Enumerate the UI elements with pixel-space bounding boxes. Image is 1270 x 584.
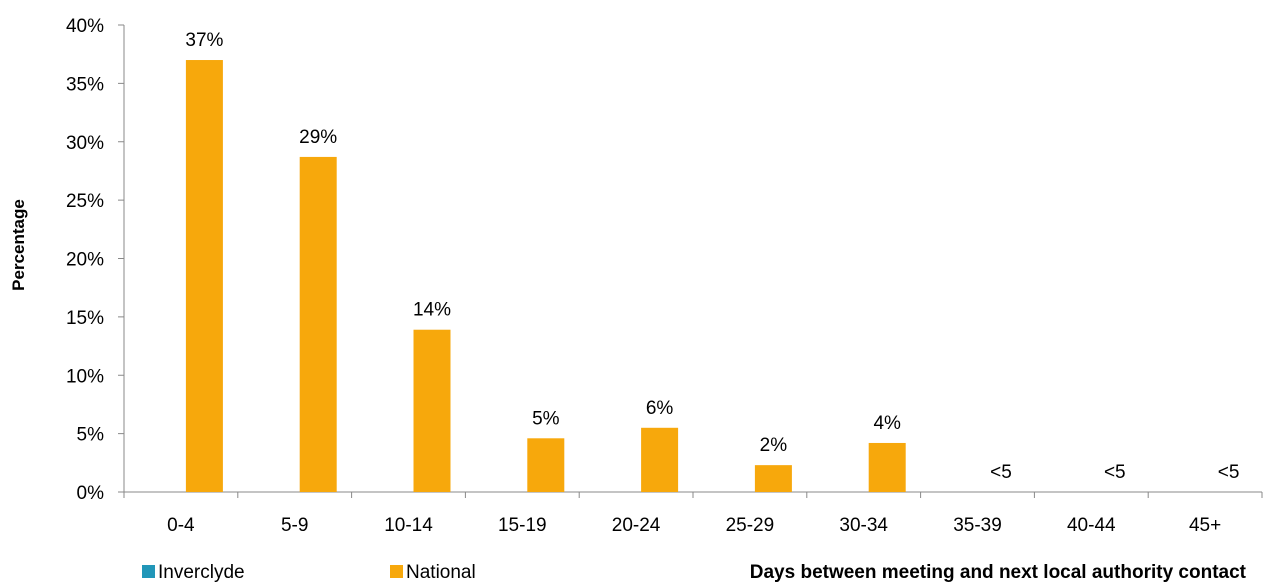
bar-national xyxy=(868,442,906,492)
data-label: 5% xyxy=(532,408,560,429)
y-axis: 0% 5% 10% 15% 20% 25% 30% 35% 40% xyxy=(66,16,125,504)
y-tick-label: 20% xyxy=(66,250,104,271)
data-label: <5 xyxy=(1104,462,1126,483)
bar-national xyxy=(185,60,223,493)
bar-national xyxy=(641,427,679,492)
bars xyxy=(185,60,906,493)
x-tick-label: 0-4 xyxy=(167,515,195,536)
bar-national xyxy=(754,465,792,492)
x-tick-label: 25-29 xyxy=(726,515,775,536)
legend: Inverclyde National xyxy=(142,562,476,583)
x-tick-label: 40-44 xyxy=(1067,515,1116,536)
y-tick-label: 25% xyxy=(66,191,104,212)
x-axis-title: Days between meeting and next local auth… xyxy=(750,562,1247,583)
data-label: 37% xyxy=(185,30,223,51)
data-label: 6% xyxy=(646,398,674,419)
data-label: <5 xyxy=(1218,462,1240,483)
x-tick-label: 15-19 xyxy=(498,515,547,536)
legend-label-inverclyde: Inverclyde xyxy=(158,562,245,583)
y-tick-label: 40% xyxy=(66,16,104,37)
data-label: 2% xyxy=(760,435,788,456)
x-axis: 0-4 5-9 10-14 15-19 20-24 25-29 30-34 35-39 40-4… xyxy=(123,491,1263,536)
legend-swatch-national xyxy=(390,565,403,578)
bar-national xyxy=(413,329,451,492)
y-tick-label: 5% xyxy=(77,425,105,446)
data-label: 14% xyxy=(413,300,451,321)
y-axis-title: Percentage xyxy=(9,199,28,291)
legend-swatch-inverclyde xyxy=(142,565,155,578)
data-label: 4% xyxy=(873,413,901,434)
x-tick-label: 45+ xyxy=(1189,515,1221,536)
y-tick-label: 30% xyxy=(66,133,104,154)
y-tick-label: 15% xyxy=(66,308,104,329)
legend-label-national: National xyxy=(406,562,476,583)
data-labels: 37% 29% 14% 5% 6% 2% 4% <5 <5 <5 xyxy=(185,30,1239,483)
x-tick-label: 20-24 xyxy=(612,515,661,536)
x-tick-label: 30-34 xyxy=(839,515,888,536)
x-tick-label: 5-9 xyxy=(281,515,308,536)
x-tick-label: 35-39 xyxy=(953,515,1002,536)
y-tick-label: 10% xyxy=(66,366,104,387)
y-tick-label: 35% xyxy=(66,74,104,95)
data-label: <5 xyxy=(990,462,1012,483)
y-tick-label: 0% xyxy=(77,483,105,504)
x-tick-label: 10-14 xyxy=(384,515,433,536)
data-label: 29% xyxy=(299,127,337,148)
bar-national xyxy=(527,438,565,492)
bar-national xyxy=(299,156,337,493)
